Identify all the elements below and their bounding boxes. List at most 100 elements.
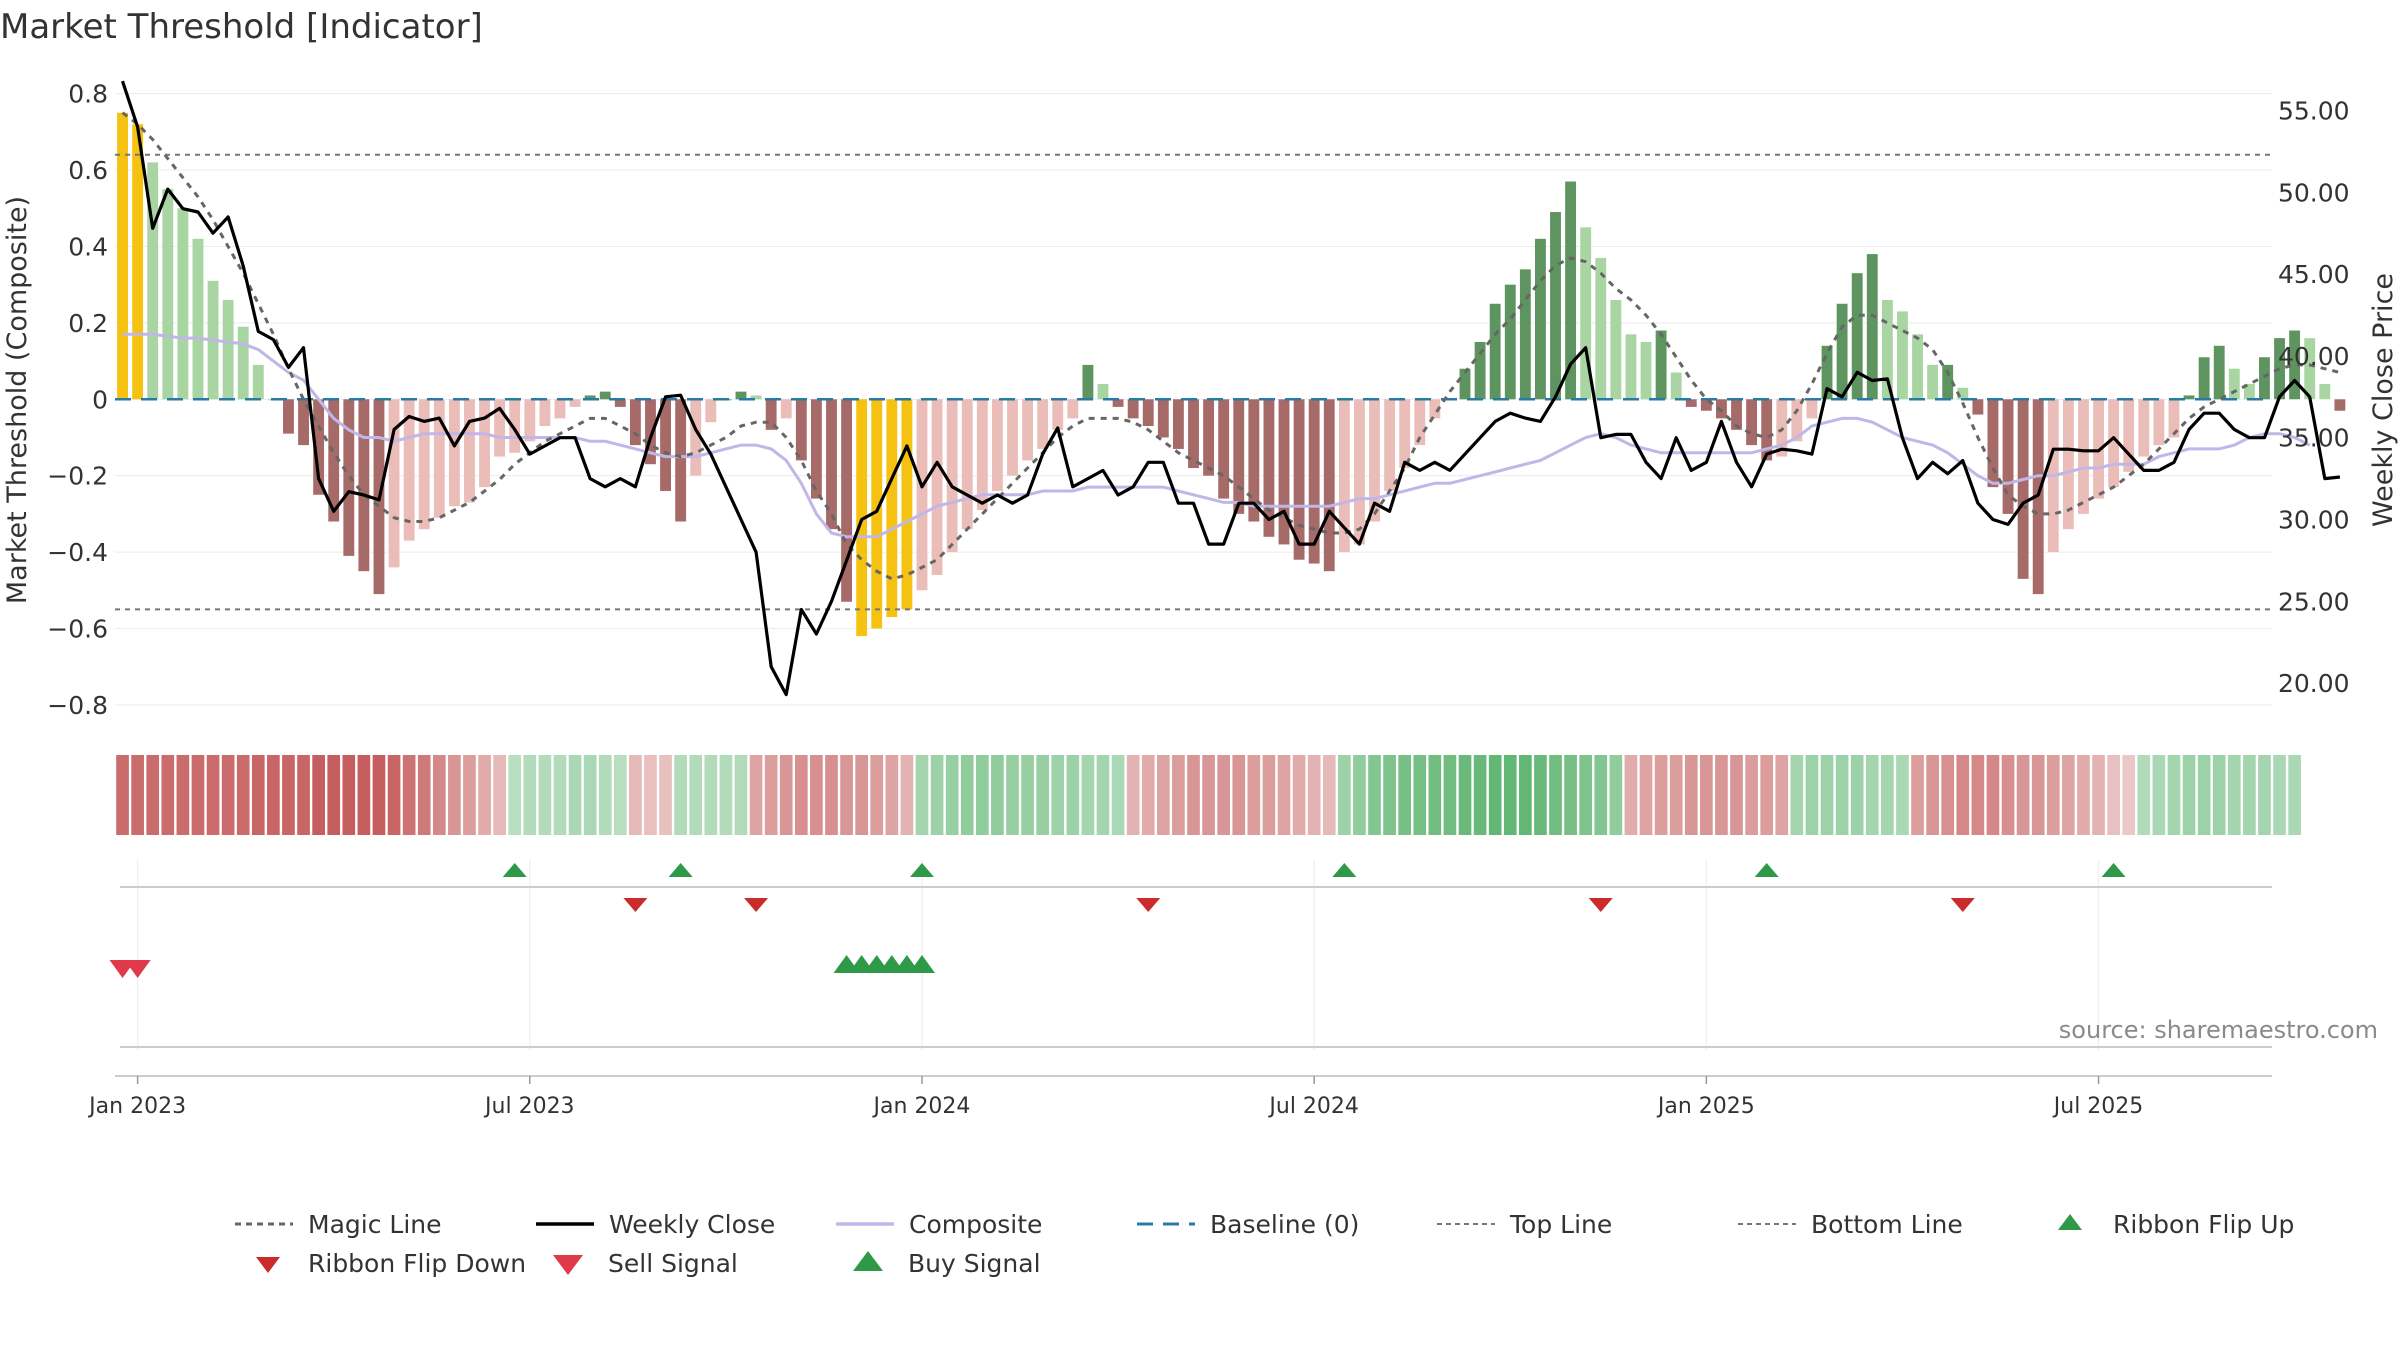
ribbon-cell xyxy=(2227,755,2241,835)
ribbon-cell xyxy=(2062,755,2075,835)
composite-bar xyxy=(2138,399,2150,457)
ribbon-cell xyxy=(689,755,703,835)
ribbon-cell xyxy=(1730,755,1743,835)
y-tick-label: −0.6 xyxy=(47,614,108,643)
legend-item-close: Weekly Close xyxy=(536,1210,775,1239)
source-text: source: sharemaestro.com xyxy=(2059,1016,2378,1044)
composite-bar xyxy=(2108,399,2120,488)
ribbon-cell xyxy=(1247,755,1261,835)
composite-bar xyxy=(1067,399,1079,419)
ribbon-cell xyxy=(1458,755,1472,835)
ribbon-cell xyxy=(749,755,763,835)
y2-tick-label: 20.00 xyxy=(2278,669,2350,698)
composite-bar xyxy=(2168,399,2180,438)
composite-bar xyxy=(991,399,1003,491)
ribbon-cell xyxy=(1353,755,1366,835)
composite-bar xyxy=(2198,357,2210,400)
composite-bars xyxy=(117,112,2346,637)
ribbon-cell xyxy=(357,755,371,835)
ribbon-cell xyxy=(538,755,552,835)
ribbon-cell xyxy=(342,755,356,835)
ribbon-cell xyxy=(1413,755,1427,835)
ribbon-cell xyxy=(613,755,627,835)
ribbon-cell xyxy=(2288,755,2301,835)
composite-bar xyxy=(2228,368,2240,400)
y2-tick-label: 55.00 xyxy=(2278,97,2350,126)
ribbon-cell xyxy=(432,755,446,835)
composite-bar xyxy=(524,399,536,442)
ribbon-cell xyxy=(2001,755,2015,835)
composite-bar xyxy=(403,399,415,541)
composite-bar xyxy=(494,399,506,457)
ribbon-cell xyxy=(1081,755,1095,835)
ribbon-cell xyxy=(1096,755,1110,835)
ribbon-cell xyxy=(327,755,341,835)
ribbon-cell xyxy=(1187,755,1200,835)
ribbon-cell xyxy=(1232,755,1246,835)
ribbon-flip-up-marker xyxy=(668,863,693,877)
composite-bar xyxy=(1052,399,1064,430)
ribbon-cell xyxy=(508,755,522,835)
composite-line xyxy=(122,332,2311,539)
legend-swatch-flipup xyxy=(2058,1214,2082,1230)
ribbon-cell xyxy=(704,755,718,835)
legend-label: Ribbon Flip Up xyxy=(2113,1210,2294,1239)
ribbon-cell xyxy=(810,755,823,835)
composite-bar xyxy=(1097,383,1109,400)
ribbon-flip-up-marker xyxy=(2101,863,2126,877)
composite-bar xyxy=(1519,269,1531,400)
legend-swatch-flipdown xyxy=(256,1257,280,1273)
ribbon-flip-up-marker xyxy=(909,863,934,877)
y-tick-label: 0.6 xyxy=(68,156,108,185)
composite-bar xyxy=(1565,181,1577,400)
composite-bar xyxy=(1957,387,1969,400)
composite-bar xyxy=(916,399,928,591)
ribbon-cell xyxy=(930,755,944,835)
y-tick-label: 0 xyxy=(92,385,108,414)
composite-bar xyxy=(1127,399,1139,419)
ribbon-cell xyxy=(448,755,461,835)
signal-markers xyxy=(109,955,2272,1048)
composite-bar xyxy=(1203,399,1215,476)
ribbon-cell xyxy=(1473,755,1487,835)
composite-bar xyxy=(1369,399,1380,522)
composite-bar xyxy=(1248,399,1260,522)
composite-bar xyxy=(871,399,883,629)
ribbon-flip-down-marker xyxy=(1950,898,1975,912)
ribbon-cell xyxy=(1564,755,1577,835)
ribbon-cell xyxy=(1684,755,1698,835)
composite-bar xyxy=(2123,399,2135,472)
y-tick-label: −0.2 xyxy=(47,462,108,491)
composite-bar xyxy=(976,399,988,511)
composite-bar xyxy=(1429,399,1441,419)
ribbon-flip-up-marker xyxy=(1332,863,1357,877)
composite-bar xyxy=(1610,299,1622,400)
composite-bar xyxy=(177,208,189,400)
ribbon-cell xyxy=(991,755,1004,835)
composite-bar xyxy=(388,399,400,568)
ribbon-cell xyxy=(598,755,612,835)
composite-bar xyxy=(1972,399,1984,415)
legend-label: Weekly Close xyxy=(609,1210,775,1239)
composite-bar xyxy=(569,399,581,407)
composite-bar xyxy=(539,399,551,427)
composite-bar xyxy=(690,399,702,476)
composite-bar xyxy=(886,399,898,618)
composite-bar xyxy=(1459,368,1471,400)
ribbon-cell xyxy=(146,755,160,835)
legend-label: Top Line xyxy=(1509,1210,1612,1239)
ribbon-cell xyxy=(659,755,672,835)
ribbon-cell xyxy=(1307,755,1321,835)
ribbon-cell xyxy=(1202,755,1215,835)
composite-bar xyxy=(117,112,128,400)
y2-tick-label: 50.00 xyxy=(2278,178,2350,207)
composite-bar xyxy=(1761,399,1773,461)
composite-bar xyxy=(1897,311,1908,400)
composite-bar xyxy=(584,395,596,400)
ribbon-cell xyxy=(885,755,899,835)
composite-bar xyxy=(1218,399,1230,499)
legend-item-magic: Magic Line xyxy=(235,1210,442,1239)
composite-bar xyxy=(1655,330,1667,400)
